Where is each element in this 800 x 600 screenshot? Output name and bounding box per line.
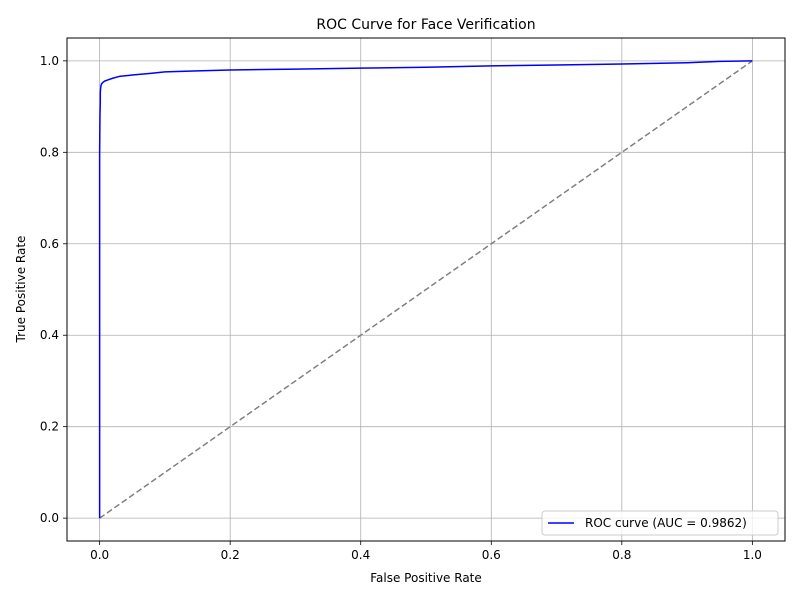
chart-title: ROC Curve for Face Verification xyxy=(316,17,535,33)
x-tick-label: 0.8 xyxy=(612,548,631,562)
y-tick-label: 0.2 xyxy=(40,420,59,434)
legend: ROC curve (AUC = 0.9862) xyxy=(541,510,779,536)
grid xyxy=(67,38,785,541)
y-tick-label: 1.0 xyxy=(40,54,59,68)
y-tick-label: 0.8 xyxy=(40,145,59,159)
ticks: 0.0 0.2 0.4 0.6 0.8 1.0 0.0 0.2 0.4 0.6 0.8 1.0 xyxy=(40,54,762,562)
x-tick-label: 1.0 xyxy=(743,548,762,562)
plot-frame xyxy=(66,37,786,542)
y-tick-label: 0.6 xyxy=(40,237,59,251)
y-tick-label: 0.4 xyxy=(40,328,59,342)
y-tick-label: 0.0 xyxy=(40,511,59,525)
x-tick-label: 0.2 xyxy=(221,548,240,562)
x-tick-label: 0.6 xyxy=(482,548,501,562)
roc-curve-line xyxy=(98,60,753,519)
x-axis-label: False Positive Rate xyxy=(370,571,482,585)
legend-label: ROC curve (AUC = 0.9862) xyxy=(585,516,747,530)
x-tick-label: 0.4 xyxy=(351,548,370,562)
y-axis-label: True Positive Rate xyxy=(14,236,28,344)
legend-box xyxy=(541,510,779,536)
x-tick-label: 0.0 xyxy=(90,548,109,562)
series-layer xyxy=(98,60,753,519)
chance-diagonal-line xyxy=(99,60,753,519)
